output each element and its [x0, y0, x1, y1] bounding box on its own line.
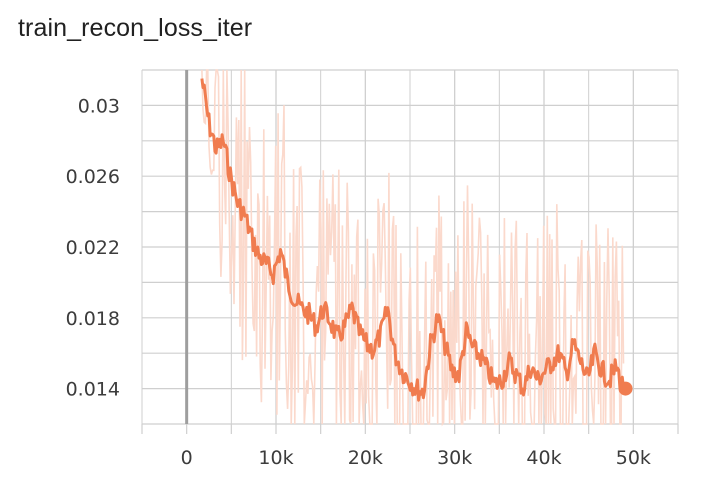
- x-axis: 0 10k 20k 30k 40k 50k: [141, 424, 679, 469]
- y-tick-label: 0.03: [78, 95, 120, 117]
- chart-title: train_recon_loss_iter: [18, 14, 253, 42]
- y-tick-label: 0.026: [66, 166, 120, 188]
- x-tick-label: 10k: [258, 447, 293, 469]
- x-tick-label: 40k: [526, 447, 561, 469]
- smoothed-series-line: [200, 78, 625, 402]
- last-value-marker[interactable]: [618, 381, 633, 396]
- x-tick-label: 0: [181, 447, 193, 469]
- raw-series-line: [201, 69, 625, 427]
- y-tick-label: 0.018: [66, 308, 120, 330]
- y-axis: 0.014 0.018 0.022 0.026 0.03: [66, 95, 120, 400]
- raw-series: [201, 69, 625, 427]
- x-tick-label: 20k: [348, 447, 383, 469]
- x-tick-label: 50k: [616, 447, 651, 469]
- y-tick-label: 0.022: [66, 237, 120, 259]
- y-tick-label: 0.014: [66, 379, 120, 401]
- x-tick-label: 30k: [437, 447, 472, 469]
